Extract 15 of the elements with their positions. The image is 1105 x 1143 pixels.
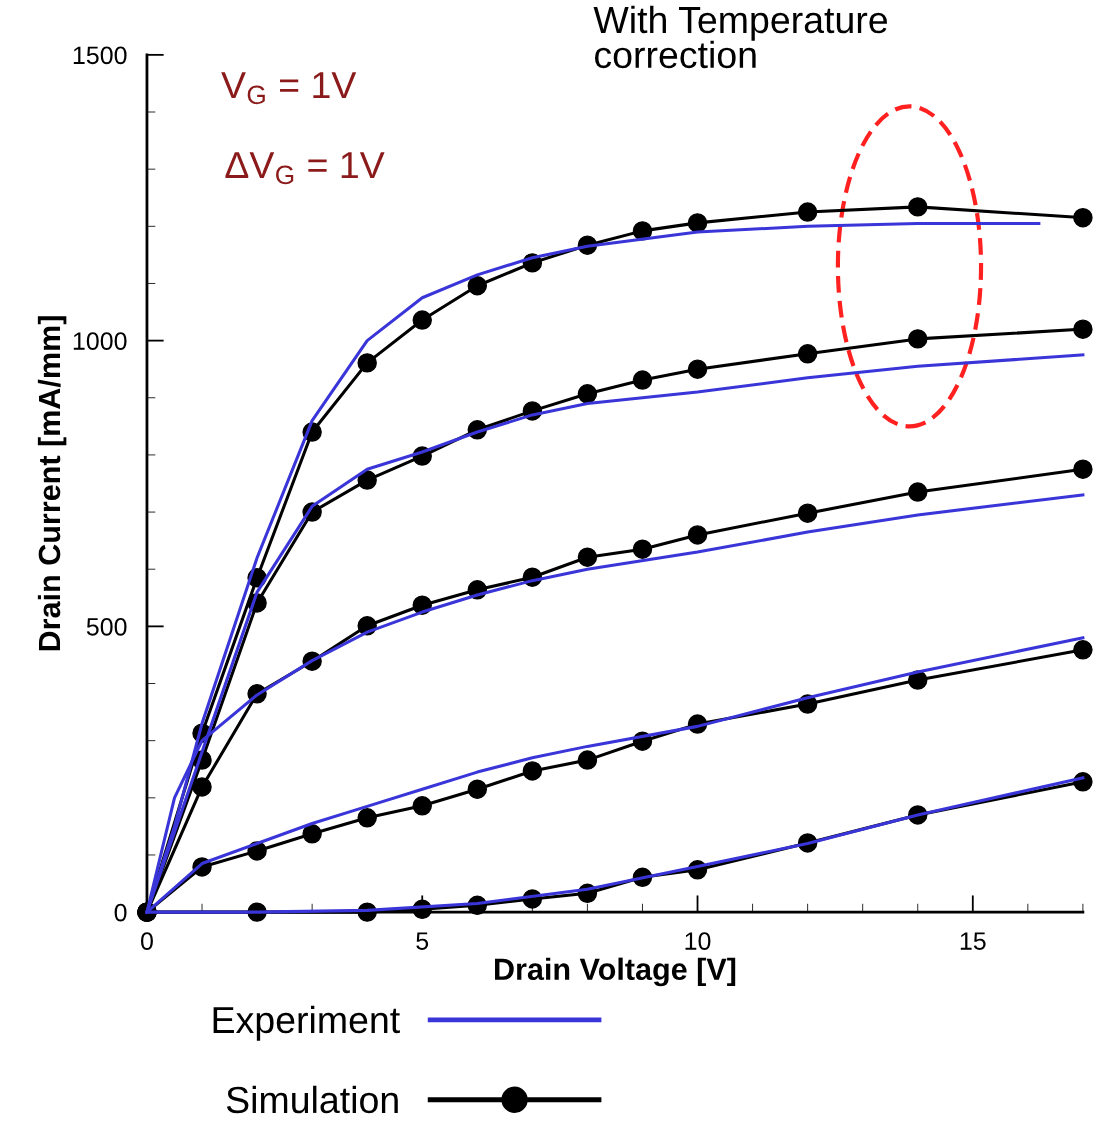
x-axis-title: Drain Voltage [V] <box>495 957 736 987</box>
annotation: ΔV$_{G}$ = 1V <box>225 152 385 185</box>
annotation: With Temperature correction <box>593 5 887 69</box>
y-axis-title: Drain Current [mA/mm] <box>37 316 67 651</box>
legend-label: Experiment <box>213 1005 400 1041</box>
y-tick-label: 500 <box>86 617 127 636</box>
legend-label: Simulation <box>226 1085 398 1114</box>
y-tick-label: 1000 <box>73 332 127 350</box>
annotation: V$_{G}$ = 1V <box>221 72 357 105</box>
x-tick-label: 5 <box>416 932 429 950</box>
y-tick-label: 1500 <box>73 46 127 65</box>
x-tick-label: 15 <box>960 932 986 950</box>
x-tick-label: 0 <box>140 932 153 950</box>
x-tick-label: 10 <box>685 932 711 950</box>
y-tick-label: 0 <box>114 903 127 922</box>
